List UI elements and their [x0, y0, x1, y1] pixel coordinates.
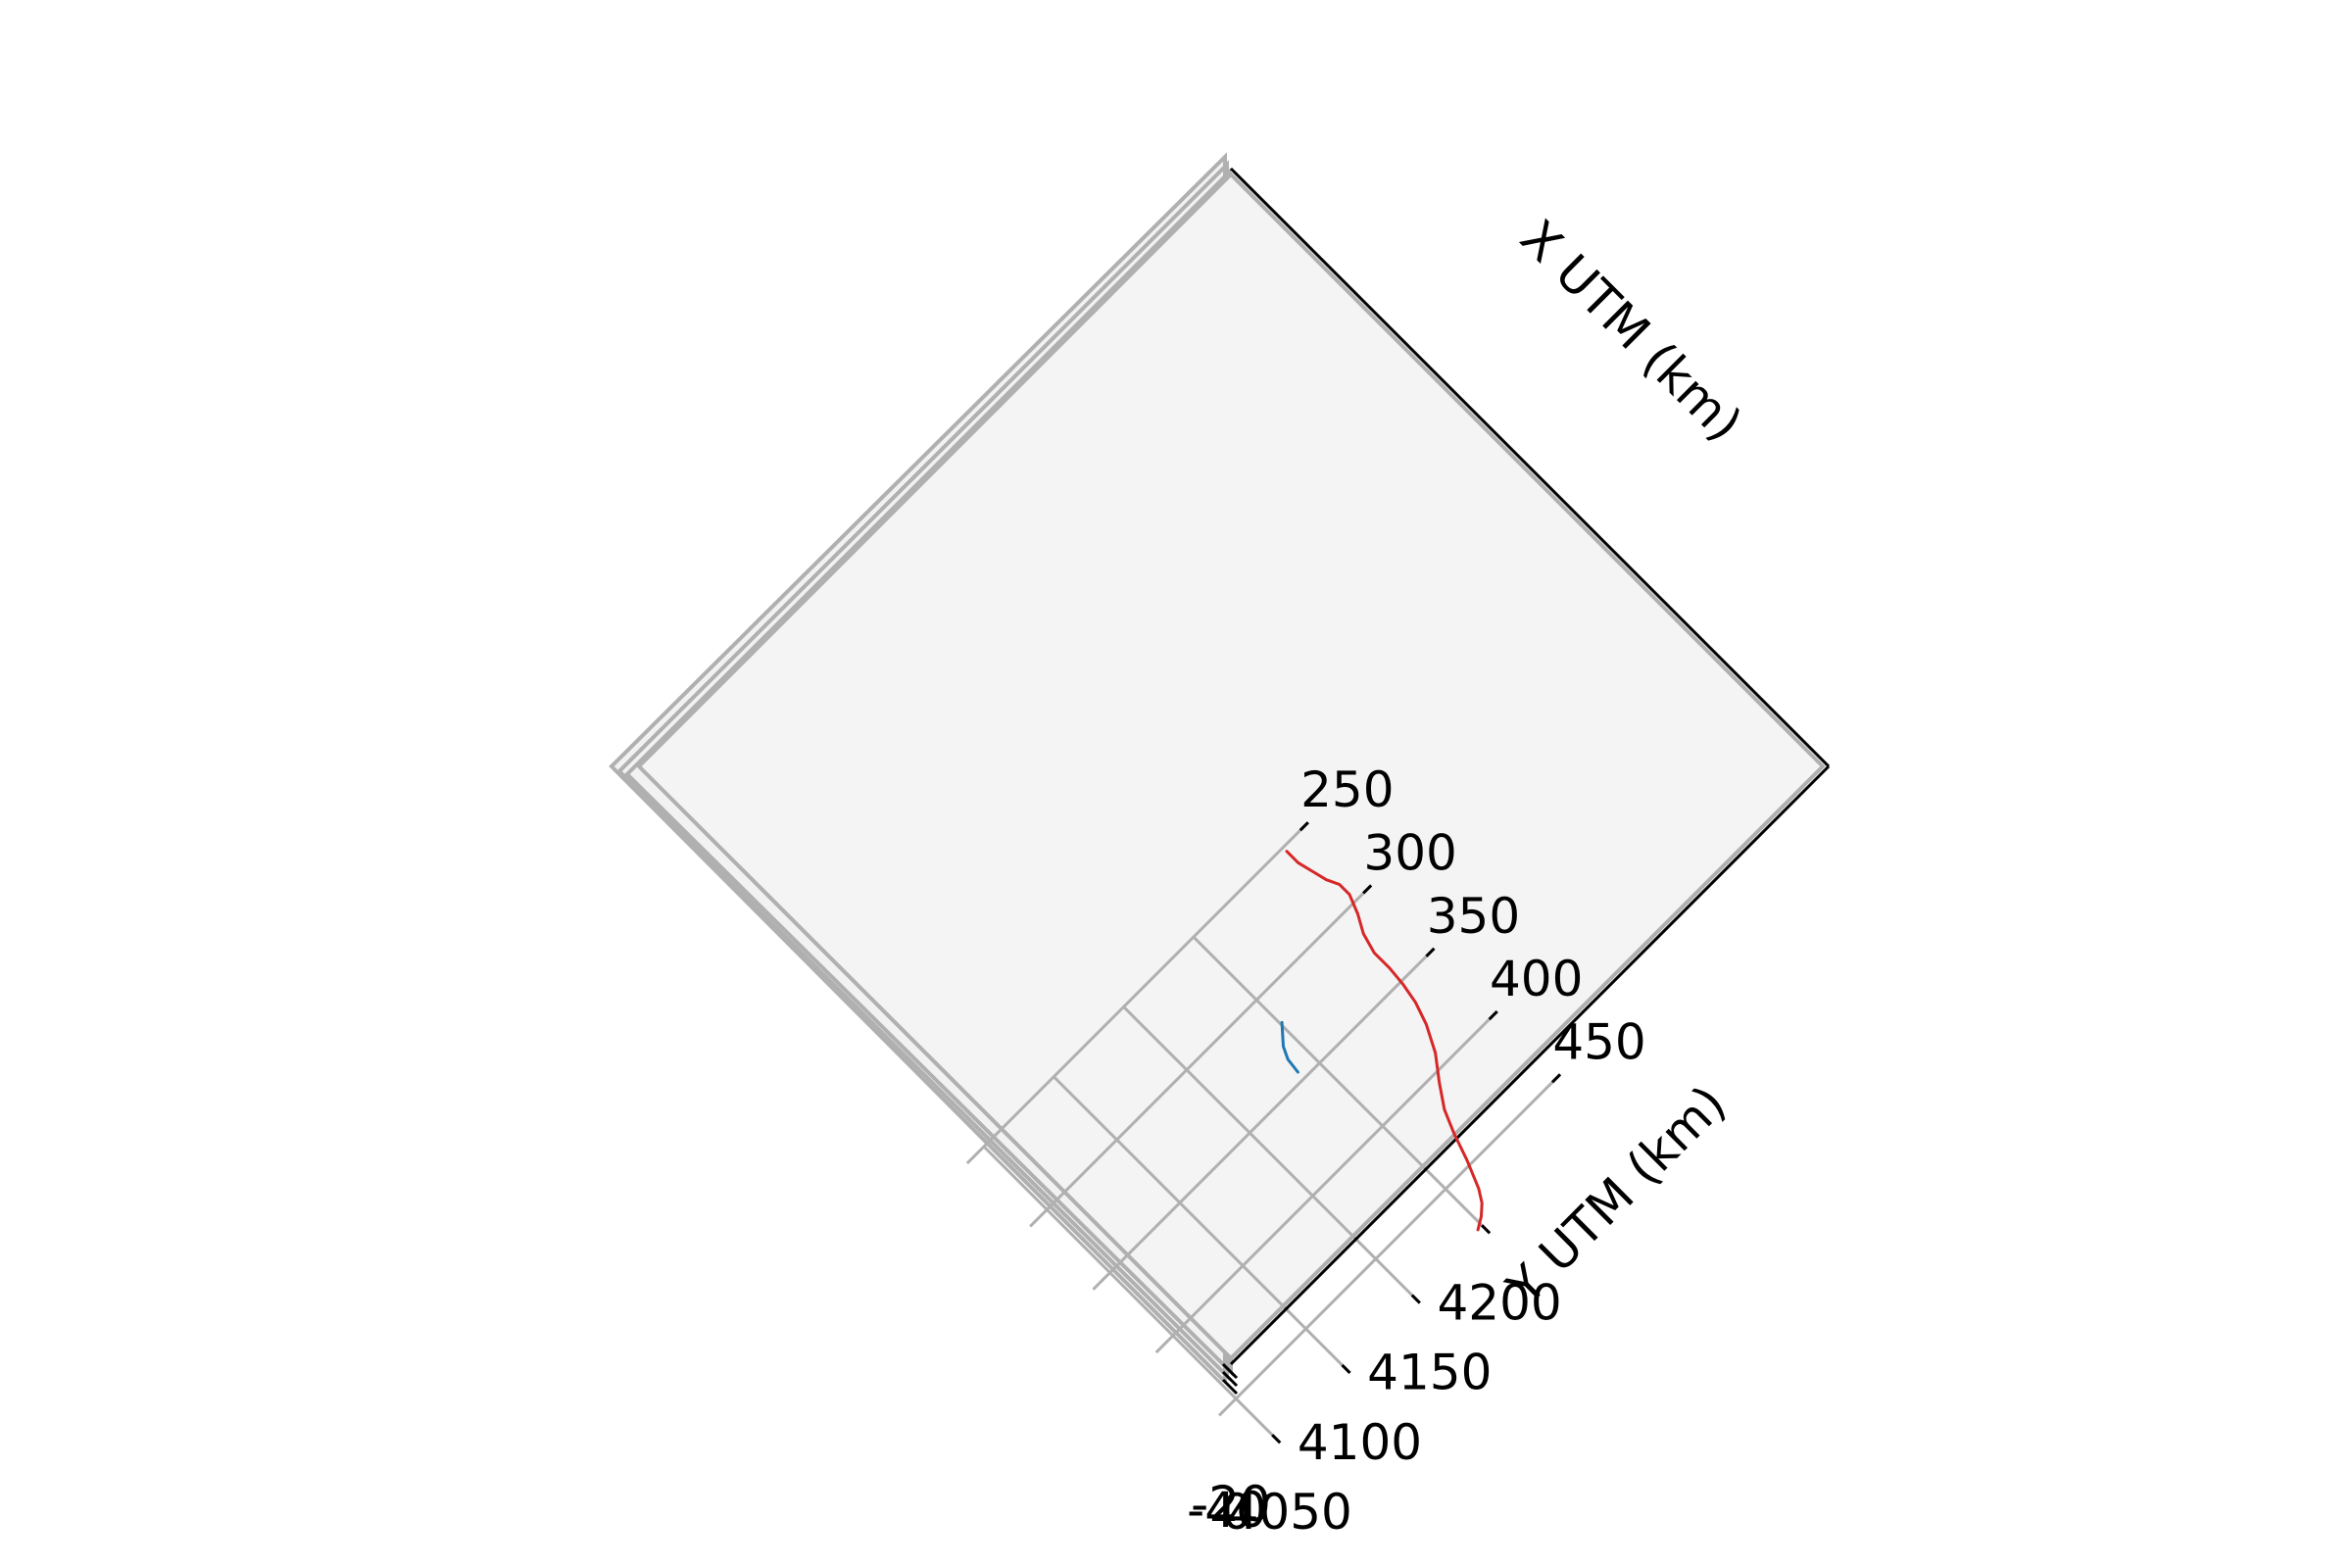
- ticks: 250 300 350 400 450 4050 4100 4150 4200: [1228, 761, 1646, 1541]
- y-tick-mark: [1410, 1294, 1421, 1304]
- xy-pane: [636, 172, 1826, 1361]
- y-tick-mark: [1271, 1434, 1282, 1445]
- x-tick-mark: [1425, 947, 1436, 957]
- x-tick-label: 250: [1300, 761, 1394, 818]
- y-axis-title: Y UTM (km): [1495, 1075, 1737, 1316]
- z-tick-label: -20: [1191, 1476, 1271, 1533]
- x-tick-label: 400: [1490, 951, 1583, 1007]
- y-tick-label: 4200: [1437, 1274, 1561, 1331]
- y-tick-label: 4050: [1228, 1484, 1352, 1541]
- x-tick-mark: [1298, 821, 1309, 832]
- x-axis-line: [1229, 167, 1831, 768]
- x-tick-mark: [1362, 884, 1373, 895]
- axis-lines: [1221, 167, 1831, 1396]
- z-axis-stub-2: [1221, 1370, 1239, 1388]
- y-tick-label: 4150: [1367, 1345, 1492, 1401]
- y-tick-label: 4100: [1298, 1414, 1422, 1471]
- z-tick-label: -40: [1187, 1482, 1267, 1539]
- z-axis-tick-labels: -40 -20 0: [1187, 1476, 1271, 1541]
- gridlines: [965, 821, 1562, 1445]
- back-panes: [609, 152, 1826, 1382]
- gridline-x: [965, 821, 1309, 1165]
- x-tick-label: 350: [1427, 888, 1520, 945]
- y-tick-mark: [1481, 1224, 1492, 1235]
- data-series: [1280, 850, 1484, 1232]
- x-tick-mark: [1488, 1010, 1498, 1021]
- z-axis-stub-3: [1221, 1378, 1239, 1396]
- gridline-x: [1218, 1073, 1562, 1417]
- gridline-x: [1154, 1010, 1498, 1354]
- x-axis-title: X UTM (km): [1509, 209, 1752, 452]
- x-tick-label: 300: [1363, 824, 1456, 881]
- gridline-y: [1053, 1075, 1351, 1374]
- z-tick-label: 0: [1221, 1484, 1252, 1541]
- z-axis-stub-1: [1221, 1362, 1239, 1380]
- x-tick-label: 450: [1552, 1013, 1645, 1070]
- gridline-y: [1122, 1005, 1421, 1304]
- y-axis-line: [1229, 764, 1831, 1366]
- series-line-blue: [1280, 1020, 1299, 1074]
- gridline-y: [1192, 936, 1492, 1235]
- gridline-x: [1029, 884, 1373, 1228]
- y-tick-mark: [1341, 1363, 1351, 1374]
- gridline-x: [1092, 947, 1436, 1291]
- x-tick-mark: [1550, 1073, 1562, 1084]
- series-line-red: [1285, 850, 1484, 1232]
- gridline-y: [982, 1145, 1282, 1445]
